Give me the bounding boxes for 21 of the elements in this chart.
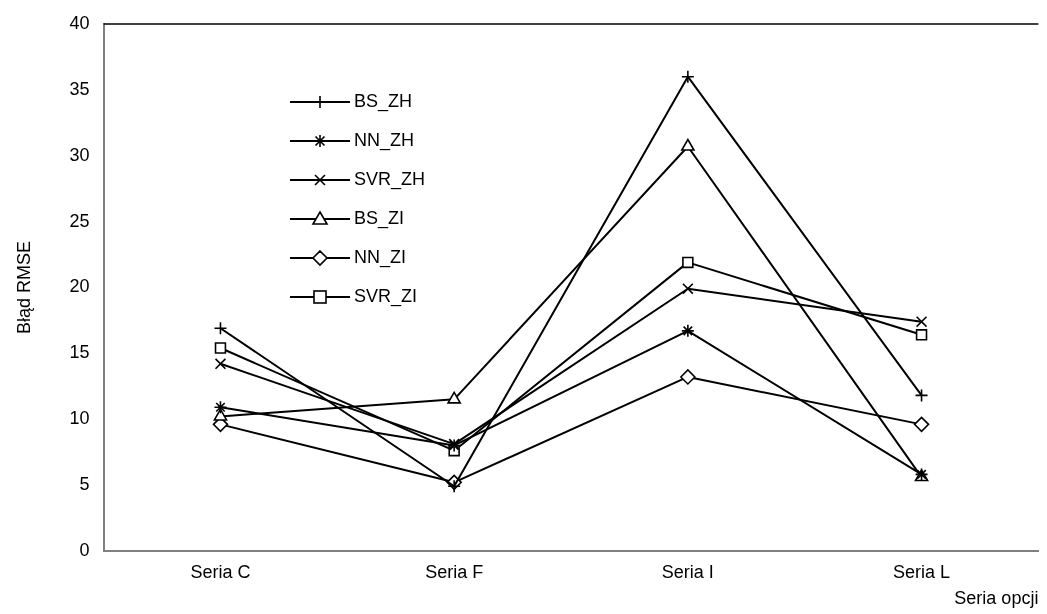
x-axis-title: Seria opcji	[954, 588, 1039, 609]
x-tick-label: Seria I	[661, 561, 714, 582]
y-tick-label: 25	[69, 210, 90, 231]
x-tick-label: Seria F	[425, 561, 484, 582]
legend-label: BS_ZI	[354, 208, 405, 229]
legend-label: NN_ZI	[354, 247, 407, 268]
y-tick-label: 5	[79, 473, 90, 494]
y-tick-label: 20	[69, 276, 90, 297]
y-axis-title: Błąd RMSE	[13, 240, 34, 334]
legend-label: SVR_ZI	[354, 286, 418, 307]
y-tick-label: 0	[79, 539, 90, 560]
y-tick-label: 40	[69, 12, 90, 33]
x-tick-label: Seria L	[893, 561, 951, 582]
legend-label: SVR_ZH	[354, 169, 426, 190]
legend-label: BS_ZH	[354, 91, 413, 112]
y-tick-label: 30	[69, 144, 90, 165]
y-tick-label: 35	[69, 78, 90, 99]
y-tick-label: 10	[69, 408, 90, 429]
y-tick-label: 15	[69, 342, 90, 363]
legend-label: NN_ZH	[354, 130, 415, 151]
x-tick-label: Seria C	[190, 561, 251, 582]
